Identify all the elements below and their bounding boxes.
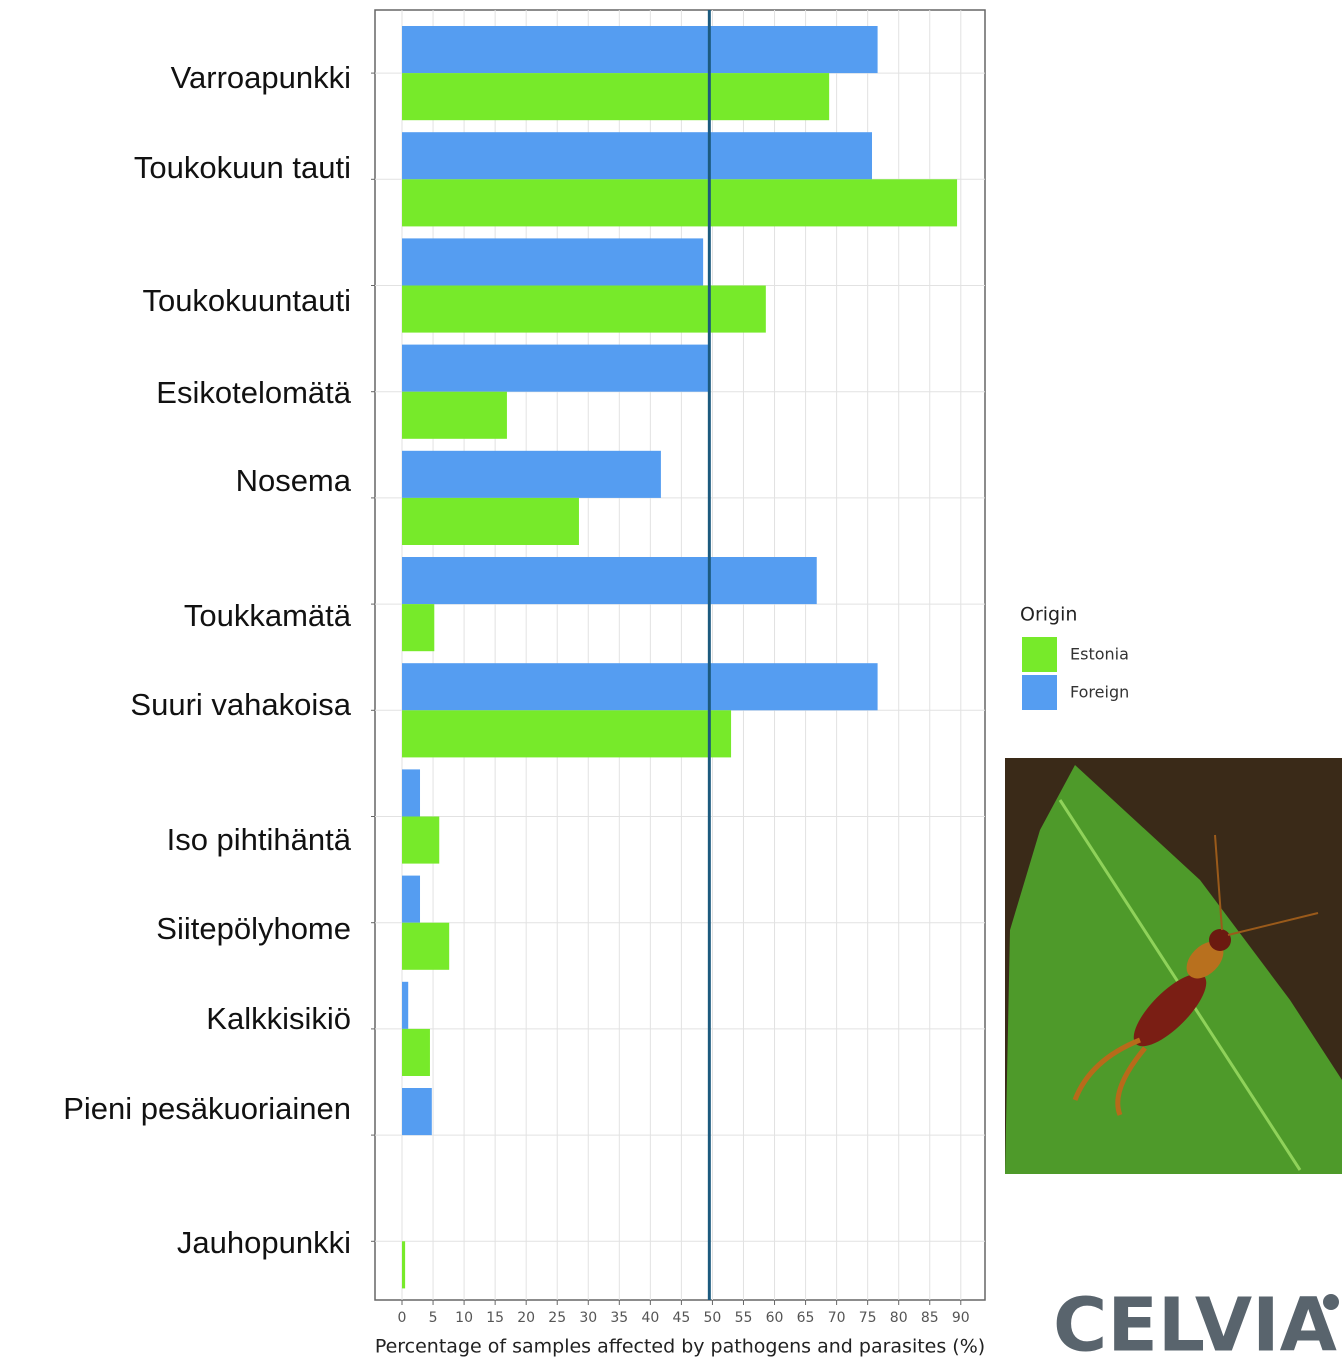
bar	[402, 1088, 432, 1136]
bars	[402, 26, 958, 1289]
bar	[402, 285, 766, 333]
x-tick-label: 20	[517, 1310, 535, 1326]
bar	[402, 557, 817, 605]
bar	[402, 875, 421, 923]
bar	[402, 132, 873, 180]
x-tick-label: 0	[398, 1310, 407, 1326]
x-tick-label: 70	[828, 1310, 846, 1326]
category-label: Jauhopunkki	[177, 1225, 351, 1260]
photo	[1005, 758, 1342, 1174]
category-label: Toukkamätä	[184, 598, 352, 633]
logo-drop	[1323, 1294, 1339, 1310]
bar	[402, 344, 709, 392]
legend-swatch	[1022, 675, 1057, 710]
bar	[402, 73, 830, 121]
category-label: Pieni pesäkuoriainen	[63, 1091, 351, 1126]
category-label: Toukokuuntauti	[142, 283, 351, 318]
x-axis-title: Percentage of samples affected by pathog…	[375, 1336, 985, 1358]
bar	[402, 816, 440, 864]
bar	[402, 663, 878, 711]
bar	[402, 981, 409, 1029]
x-tick-label: 10	[455, 1310, 473, 1326]
x-tick-label: 75	[859, 1310, 877, 1326]
category-label: Esikotelomätä	[156, 375, 351, 410]
legend-swatch	[1022, 637, 1057, 672]
insect-head	[1209, 929, 1231, 951]
legend-label: Estonia	[1070, 645, 1129, 664]
category-label: Varroapunkki	[171, 60, 351, 95]
legend-label: Foreign	[1070, 683, 1129, 702]
x-tick-label: 90	[952, 1310, 970, 1326]
bar	[402, 604, 435, 652]
bar	[402, 391, 507, 439]
bar	[402, 179, 958, 227]
bar	[402, 769, 421, 817]
x-tick-label: 35	[610, 1310, 628, 1326]
insect-thorax	[1186, 941, 1224, 979]
category-label: Toukokuun tauti	[134, 150, 351, 185]
bar	[402, 450, 661, 498]
bar	[402, 922, 450, 970]
bar	[402, 1241, 406, 1289]
logo: CELVIA	[1053, 1283, 1337, 1362]
x-tick-label: 55	[735, 1310, 753, 1326]
x-tick-label: 60	[766, 1310, 784, 1326]
bar	[402, 1028, 430, 1076]
x-tick-label: 25	[548, 1310, 566, 1326]
category-label: Nosema	[236, 463, 352, 498]
x-tick-label: 65	[797, 1310, 815, 1326]
x-tick-label: 45	[672, 1310, 690, 1326]
bar	[402, 497, 579, 545]
x-tick-label: 30	[579, 1310, 597, 1326]
x-tick-label: 15	[486, 1310, 504, 1326]
legend-title: Origin	[1020, 604, 1077, 626]
bar	[402, 26, 878, 74]
category-label: Siitepölyhome	[156, 911, 351, 946]
insect-pincers	[1072, 1037, 1147, 1116]
insect-antennae	[1214, 834, 1319, 936]
category-label: Kalkkisikiö	[206, 1001, 351, 1036]
x-tick-label: 50	[704, 1310, 722, 1326]
insect-body	[1133, 973, 1207, 1047]
bar	[402, 710, 732, 758]
category-label: Suuri vahakoisa	[130, 687, 351, 722]
x-tick-label: 40	[641, 1310, 659, 1326]
x-tick-label: 85	[921, 1310, 939, 1326]
category-label: Iso pihtihäntä	[167, 822, 352, 857]
x-tick-label: 5	[429, 1310, 438, 1326]
bar	[402, 238, 704, 286]
x-tick-label: 80	[890, 1310, 908, 1326]
